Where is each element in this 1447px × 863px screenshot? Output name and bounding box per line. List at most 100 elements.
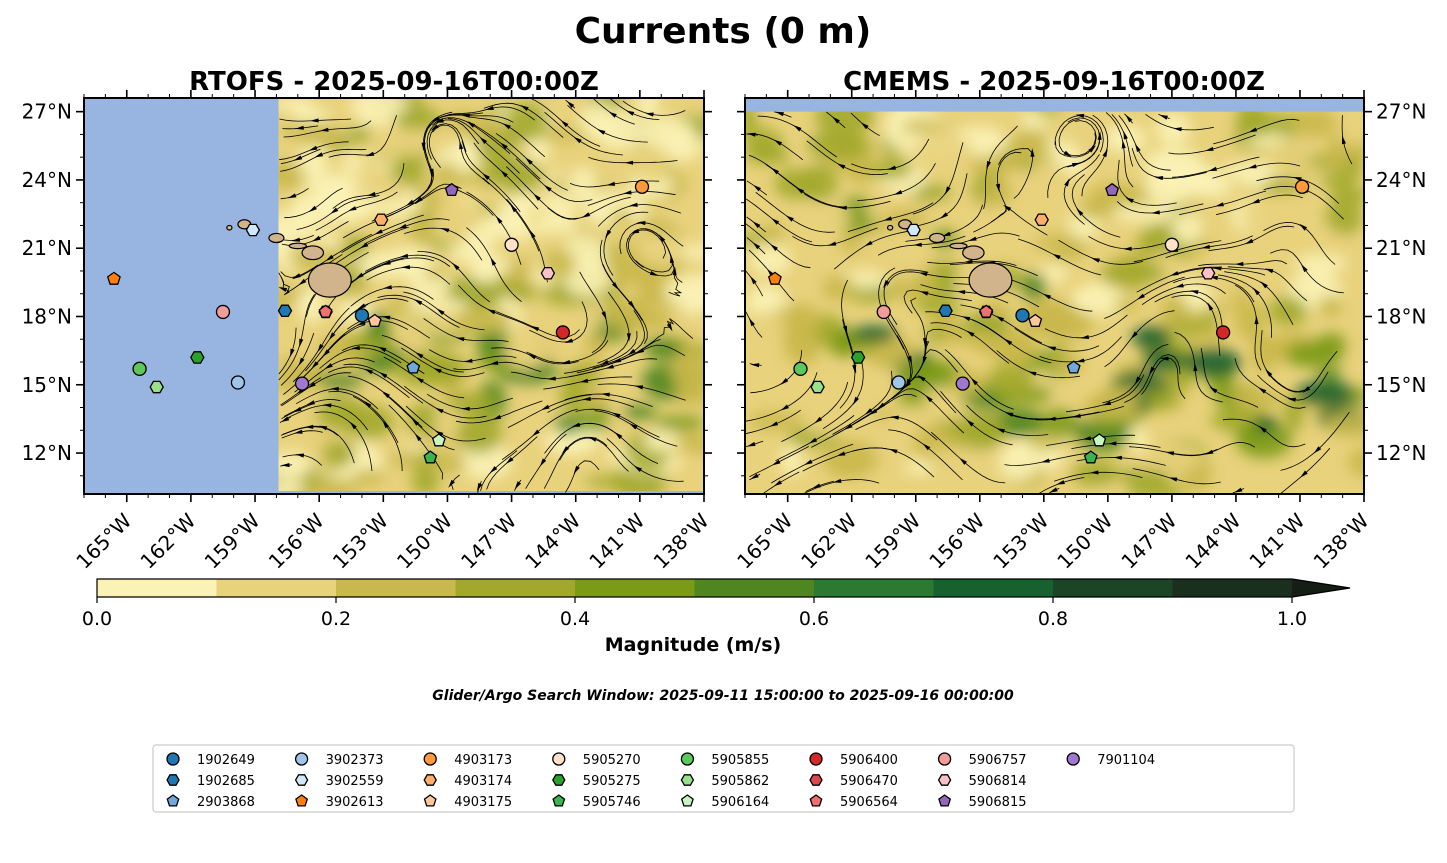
float-marker	[767, 271, 782, 285]
legend-label: 5906400	[840, 753, 898, 768]
float-marker	[891, 375, 906, 390]
streamline-arrow	[482, 173, 490, 180]
streamline-arrow	[1254, 315, 1259, 325]
float-marker	[230, 375, 246, 390]
x-tick-label: 153°W	[988, 508, 1053, 573]
streamline-arrow	[1082, 436, 1092, 441]
island	[226, 224, 233, 231]
streamline-arrow	[461, 406, 470, 411]
streamline-arrow	[1063, 150, 1072, 157]
streamline-arrow	[490, 257, 497, 266]
float-marker	[367, 313, 382, 327]
legend-entry: 5906400	[809, 752, 898, 768]
streamline-arrow	[612, 358, 622, 364]
streamline-arrow	[324, 363, 333, 369]
streamline-arrow	[588, 436, 597, 442]
streamline-arrow	[539, 458, 547, 467]
streamline-arrow	[582, 396, 591, 401]
streamline-arrow	[573, 465, 580, 474]
streamline-arrow	[1125, 197, 1134, 204]
streamline-arrow	[487, 309, 496, 315]
streamline-arrow	[1251, 198, 1260, 204]
legend-marker	[680, 794, 694, 807]
legend-marker	[166, 774, 180, 786]
colorbar-tick-label: 0.8	[1038, 608, 1068, 630]
streamline-arrow	[1212, 266, 1222, 271]
float-marker	[938, 304, 953, 318]
streamline-arrow	[357, 303, 366, 310]
streamline-arrow	[645, 112, 654, 117]
streamline-arrow	[635, 348, 645, 354]
float-marker	[1028, 313, 1043, 327]
streamline-arrow	[1072, 413, 1081, 418]
streamline-arrow	[298, 357, 305, 366]
colorbar-segment	[1053, 579, 1173, 597]
streamline-arrow	[672, 266, 677, 276]
streamline-arrow	[566, 100, 575, 108]
float-marker	[1092, 433, 1107, 447]
streamline-arrow	[968, 236, 977, 241]
x-tick-label: 162°W	[135, 508, 200, 573]
streamline-arrow	[612, 282, 619, 290]
legend-marker	[809, 752, 823, 766]
streamline-arrow	[367, 191, 376, 196]
streamline-arrow	[1108, 441, 1117, 446]
legend-label: 5906757	[969, 753, 1027, 768]
streamline-arrow	[541, 404, 550, 411]
streamline-arrow	[1080, 335, 1090, 339]
streamline-arrow	[581, 212, 591, 218]
streamline-arrow	[464, 358, 473, 363]
streamline-arrow	[995, 183, 1000, 193]
x-tick-label: 165°W	[71, 508, 136, 573]
legend-label: 1902649	[197, 753, 255, 768]
streamline-arrow	[1313, 446, 1322, 454]
island	[886, 224, 894, 231]
legend-label: 5905746	[583, 795, 641, 810]
legend-entry: 3902373	[294, 752, 384, 768]
streamline-arrow	[1342, 135, 1346, 145]
streamline-arrow	[770, 244, 778, 251]
streamline-arrow	[510, 204, 518, 213]
streamline-arrow	[959, 457, 967, 465]
float-marker	[294, 376, 310, 391]
streamline-arrow	[636, 221, 646, 226]
streamline-arrow	[363, 400, 372, 408]
streamline-arrow	[623, 190, 632, 195]
streamline-arrow	[1123, 130, 1128, 140]
streamline-arrow	[322, 403, 332, 408]
streamline-arrow	[775, 111, 784, 117]
legend-label: 5906164	[711, 795, 769, 810]
float-marker	[423, 450, 438, 464]
streamline-arrow	[606, 181, 616, 186]
colorbar-segment	[216, 579, 337, 597]
cmems-float-markers	[767, 179, 1310, 464]
streamline-arrow	[629, 423, 638, 430]
streamline-arrow	[1134, 376, 1141, 385]
streamline-arrow	[925, 395, 933, 403]
streamline-arrow	[399, 253, 409, 258]
colorbar-tick-label: 0.2	[321, 608, 351, 630]
streamline-arrow	[771, 459, 781, 466]
legend-label: 5906815	[969, 795, 1027, 810]
streamline-arrow	[1102, 401, 1112, 406]
x-tick-label: 150°W	[1052, 508, 1117, 573]
streamline-arrow	[330, 386, 339, 391]
x-tick-label: 159°W	[860, 508, 925, 573]
streamline-arrow	[1149, 366, 1155, 375]
streamline-arrow	[918, 272, 928, 277]
streamline-arrow	[448, 479, 455, 488]
legend-entry: 2903868	[166, 794, 255, 810]
legend-marker	[552, 794, 566, 807]
float-marker	[215, 304, 231, 320]
streamline-arrow	[571, 422, 581, 427]
streamline-arrow	[1159, 114, 1168, 120]
legend-marker	[937, 774, 952, 786]
streamline-arrow	[459, 140, 464, 150]
legend-entry: 5905270	[552, 752, 641, 768]
streamline-arrow	[280, 416, 290, 423]
rtofs-hawaiian-islands	[226, 219, 352, 298]
cmems-streamlines	[745, 111, 1353, 494]
streamline-arrow	[944, 186, 951, 195]
streamline-arrow	[966, 330, 975, 337]
streamline-arrow	[750, 473, 759, 480]
